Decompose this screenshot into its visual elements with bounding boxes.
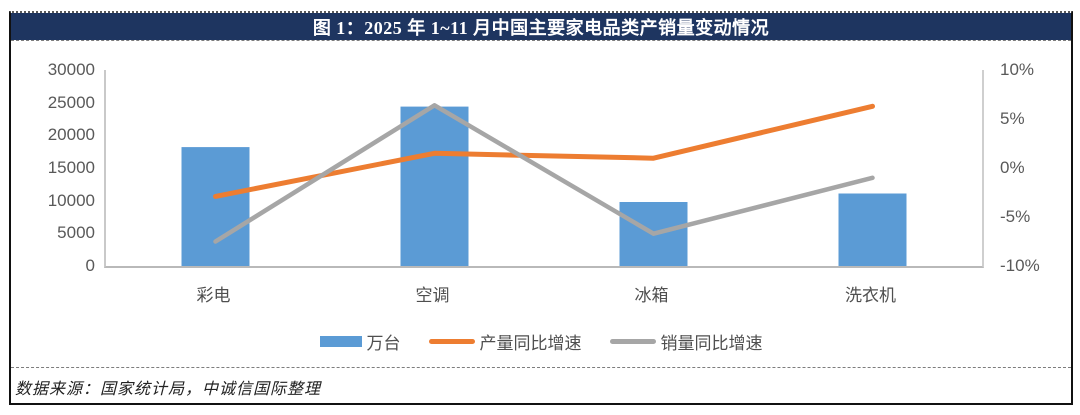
plot-svg <box>181 103 907 266</box>
plot-area <box>104 70 984 268</box>
legend-label-sales-yoy: 销量同比增速 <box>660 334 763 353</box>
y-tick-right-3: -5% <box>1000 207 1031 226</box>
bar-volume-3 <box>838 193 907 266</box>
y-tick-left-3: 15000 <box>47 158 95 177</box>
source-note: 数据来源：国家统计局，中诚信国际整理 <box>15 381 322 398</box>
bar-volume-0 <box>181 147 250 266</box>
chart-legend: 万台 产量同比增速 销量同比增速 <box>11 329 1071 354</box>
legend-item-sales-yoy: 销量同比增速 <box>609 329 763 354</box>
line-sales-yoy <box>213 103 875 244</box>
figure-panel: 图 1：2025 年 1~11 月中国主要家电品类产销量变动情况 30000 25… <box>9 11 1073 405</box>
bar-volume-1 <box>400 106 469 266</box>
legend-swatch-volume <box>319 336 362 347</box>
y-tick-left-2: 20000 <box>47 125 95 145</box>
legend-swatch-sales-yoy <box>609 339 656 344</box>
y-tick-left-0: 30000 <box>47 60 95 79</box>
divider-above-note <box>11 367 1071 368</box>
legend-item-production-yoy: 产量同比增速 <box>428 329 582 354</box>
line-production-yoy <box>213 103 875 199</box>
legend-item-volume: 万台 <box>319 329 401 354</box>
figure-title: 图 1：2025 年 1~11 月中国主要家电品类产销量变动情况 <box>312 17 770 38</box>
x-category-label-0: 彩电 <box>196 286 231 305</box>
chart-area: 30000 25000 20000 15000 10000 5000 0 10% 5% 0% -5… <box>11 41 1071 367</box>
y-tick-left-6: 0 <box>85 256 95 275</box>
y-tick-left-1: 25000 <box>47 92 95 112</box>
x-category-label-1: 空调 <box>415 286 450 305</box>
y-tick-right-1: 5% <box>1000 109 1025 128</box>
divider-under-title <box>11 40 1071 41</box>
x-category-label-3: 洗衣机 <box>845 286 896 305</box>
y-tick-right-2: 0% <box>1000 158 1025 177</box>
legend-swatch-production-yoy <box>428 339 475 344</box>
y-tick-left-4: 10000 <box>47 190 95 210</box>
figure-title-bar: 图 1：2025 年 1~11 月中国主要家电品类产销量变动情况 <box>11 13 1071 40</box>
legend-label-volume: 万台 <box>366 334 401 353</box>
legend-label-production-yoy: 产量同比增速 <box>479 334 582 353</box>
source-note-row: 数据来源：国家统计局，中诚信国际整理 <box>11 368 1071 403</box>
x-category-label-2: 冰箱 <box>634 286 669 305</box>
y-tick-right-0: 10% <box>1000 60 1035 79</box>
y-tick-right-4: -10% <box>1000 256 1040 275</box>
y-tick-left-5: 5000 <box>57 223 95 243</box>
